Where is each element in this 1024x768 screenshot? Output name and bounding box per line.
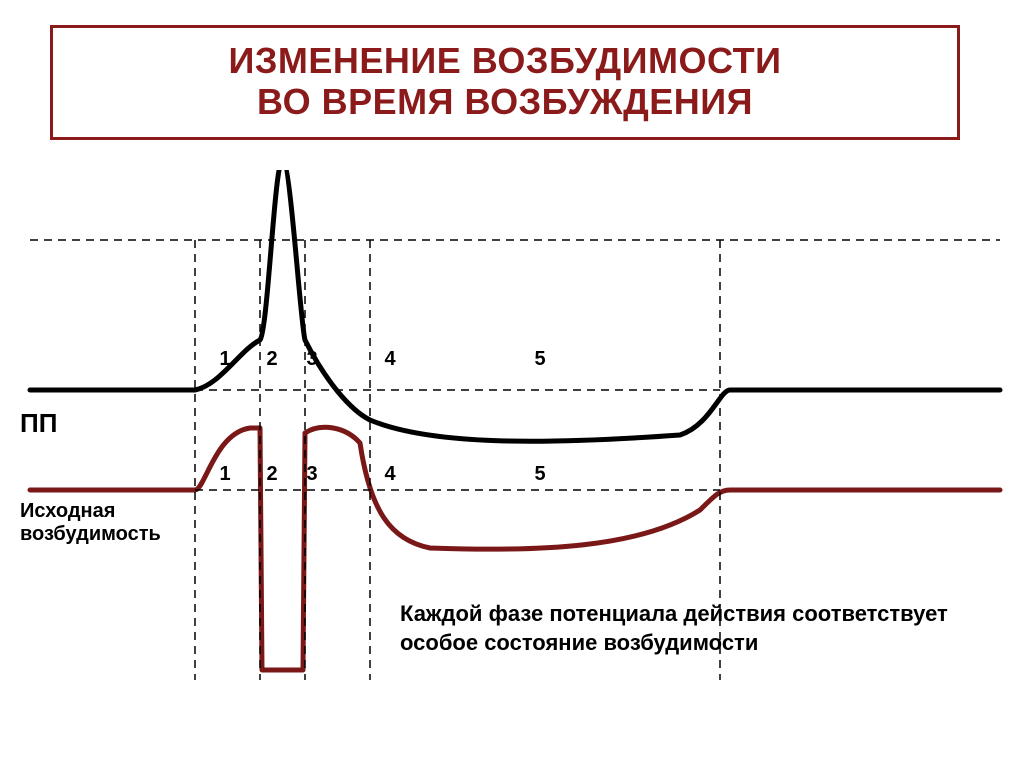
diagram-svg: 1 1 2 2 3 3 4 4 5 5 [0,170,1024,750]
baseline-label: Исходная возбудимость [20,500,161,546]
svg-text:4: 4 [384,348,396,370]
svg-text:2: 2 [266,463,277,485]
svg-text:1: 1 [219,463,230,485]
svg-text:1: 1 [219,348,230,370]
caption-text: Каждой фазе потенциала действия соответс… [400,600,960,657]
title-line2: ВО ВРЕМЯ ВОЗБУЖДЕНИЯ [73,81,937,122]
title-box: ИЗМЕНЕНИЕ ВОЗБУДИМОСТИ ВО ВРЕМЯ ВОЗБУЖДЕ… [50,25,960,140]
svg-text:5: 5 [534,348,545,370]
svg-text:3: 3 [306,463,317,485]
diagram-container: 1 1 2 2 3 3 4 4 5 5 ПП Исходная возбудимость Кажд… [0,170,1024,750]
svg-text:4: 4 [384,463,396,485]
title-line1: ИЗМЕНЕНИЕ ВОЗБУДИМОСТИ [73,40,937,81]
pp-label: ПП [20,408,57,439]
svg-text:5: 5 [534,463,545,485]
svg-text:2: 2 [266,348,277,370]
svg-text:3: 3 [306,348,317,370]
